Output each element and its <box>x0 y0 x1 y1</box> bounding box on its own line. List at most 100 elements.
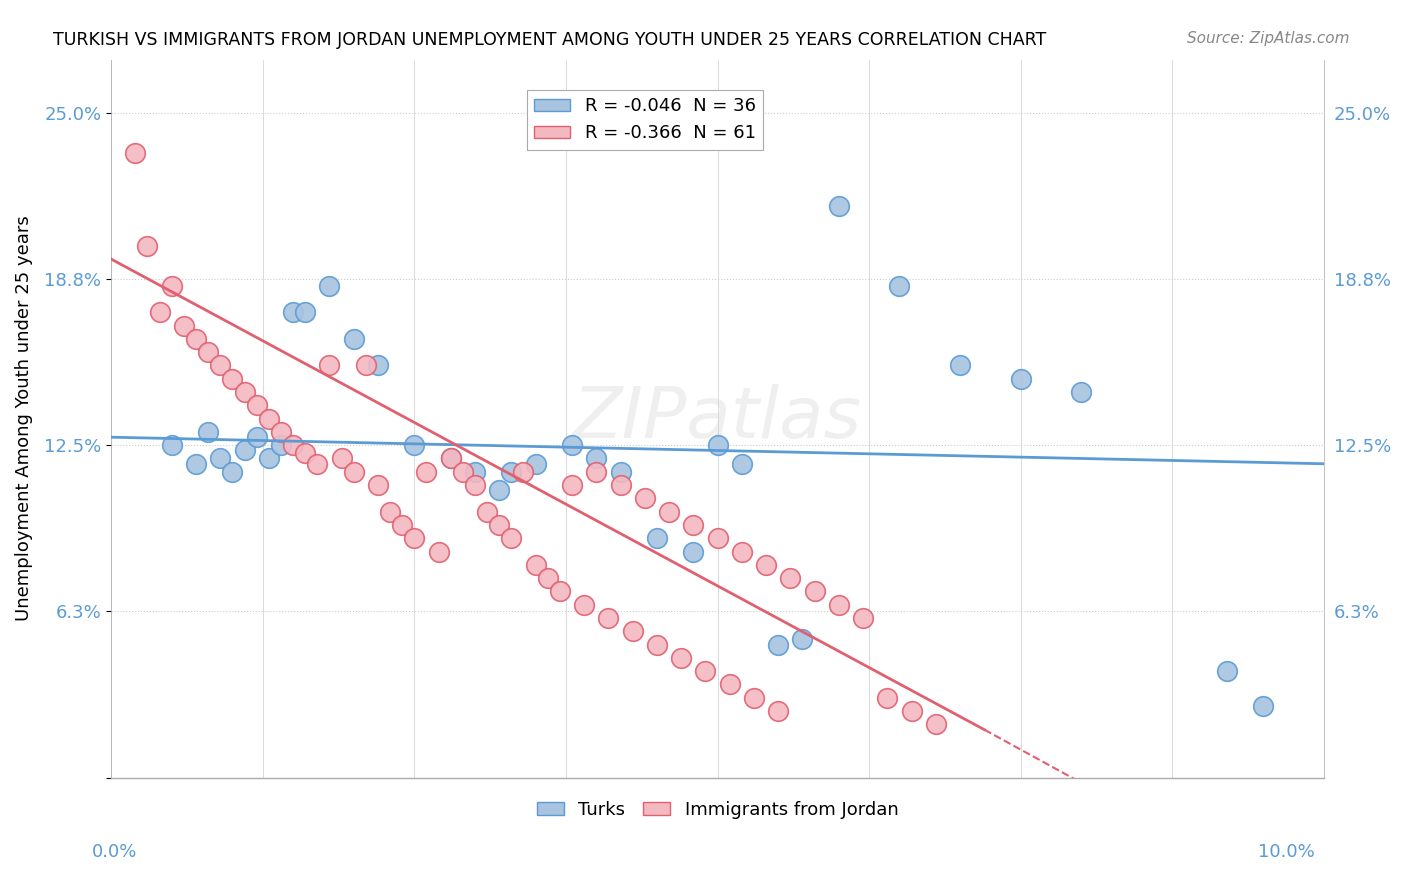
Point <box>221 465 243 479</box>
Text: TURKISH VS IMMIGRANTS FROM JORDAN UNEMPLOYMENT AMONG YOUTH UNDER 25 YEARS CORREL: TURKISH VS IMMIGRANTS FROM JORDAN UNEMPL… <box>53 31 1046 49</box>
Point <box>949 359 972 373</box>
Point <box>281 305 304 319</box>
Point <box>488 518 510 533</box>
Point <box>718 677 741 691</box>
Point <box>548 584 571 599</box>
Point <box>149 305 172 319</box>
Point <box>451 465 474 479</box>
Point <box>561 438 583 452</box>
Point <box>706 531 728 545</box>
Point <box>609 465 631 479</box>
Point <box>598 611 620 625</box>
Point <box>585 465 607 479</box>
Point <box>695 664 717 678</box>
Point <box>501 465 523 479</box>
Point <box>621 624 644 639</box>
Point <box>488 483 510 498</box>
Point <box>197 425 219 439</box>
Point <box>209 359 232 373</box>
Point <box>682 518 704 533</box>
Point <box>257 451 280 466</box>
Point <box>343 332 366 346</box>
Point <box>634 491 657 506</box>
Point <box>828 598 851 612</box>
Point <box>828 199 851 213</box>
Point <box>464 465 486 479</box>
Point <box>537 571 560 585</box>
Point <box>184 457 207 471</box>
Point <box>294 446 316 460</box>
Point <box>440 451 463 466</box>
Point <box>742 690 765 705</box>
Point <box>1010 372 1032 386</box>
Text: ZIPatlas: ZIPatlas <box>574 384 862 453</box>
Point <box>524 457 547 471</box>
Point <box>669 651 692 665</box>
Point <box>766 704 789 718</box>
Point <box>755 558 778 572</box>
Point <box>318 359 340 373</box>
Point <box>160 278 183 293</box>
Point <box>330 451 353 466</box>
Point <box>585 451 607 466</box>
Point <box>343 465 366 479</box>
Point <box>378 505 401 519</box>
Point <box>803 584 825 599</box>
Point <box>136 238 159 252</box>
Point <box>294 305 316 319</box>
Point <box>307 457 329 471</box>
Point <box>609 478 631 492</box>
Point <box>512 465 534 479</box>
Point <box>572 598 595 612</box>
Point <box>645 531 668 545</box>
Point <box>1070 384 1092 399</box>
Point <box>270 438 292 452</box>
Point <box>415 465 437 479</box>
Point <box>501 531 523 545</box>
Point <box>440 451 463 466</box>
Text: 10.0%: 10.0% <box>1258 843 1315 861</box>
Point <box>561 478 583 492</box>
Text: Source: ZipAtlas.com: Source: ZipAtlas.com <box>1187 31 1350 46</box>
Point <box>257 411 280 425</box>
Point <box>1253 698 1275 713</box>
Point <box>852 611 875 625</box>
Point <box>173 318 195 333</box>
Point <box>475 505 498 519</box>
Point <box>766 638 789 652</box>
Point <box>404 531 426 545</box>
Point <box>464 478 486 492</box>
Point <box>367 359 389 373</box>
Text: 0.0%: 0.0% <box>91 843 136 861</box>
Point <box>731 544 754 558</box>
Point <box>658 505 681 519</box>
Legend: Turks, Immigrants from Jordan: Turks, Immigrants from Jordan <box>530 794 905 826</box>
Point <box>900 704 922 718</box>
Point <box>221 372 243 386</box>
Point <box>160 438 183 452</box>
Point <box>925 717 948 731</box>
Point <box>682 544 704 558</box>
Point <box>404 438 426 452</box>
Point <box>184 332 207 346</box>
Point <box>391 518 413 533</box>
Point <box>889 278 911 293</box>
Point <box>233 384 256 399</box>
Point <box>1216 664 1239 678</box>
Point <box>367 478 389 492</box>
Point <box>645 638 668 652</box>
Point <box>792 632 814 647</box>
Point <box>197 345 219 359</box>
Point <box>354 359 377 373</box>
Point <box>281 438 304 452</box>
Point <box>706 438 728 452</box>
Point <box>318 278 340 293</box>
Point <box>876 690 898 705</box>
Point <box>233 443 256 458</box>
Point <box>246 398 269 412</box>
Point <box>209 451 232 466</box>
Point <box>427 544 450 558</box>
Point <box>524 558 547 572</box>
Point <box>270 425 292 439</box>
Point <box>246 430 269 444</box>
